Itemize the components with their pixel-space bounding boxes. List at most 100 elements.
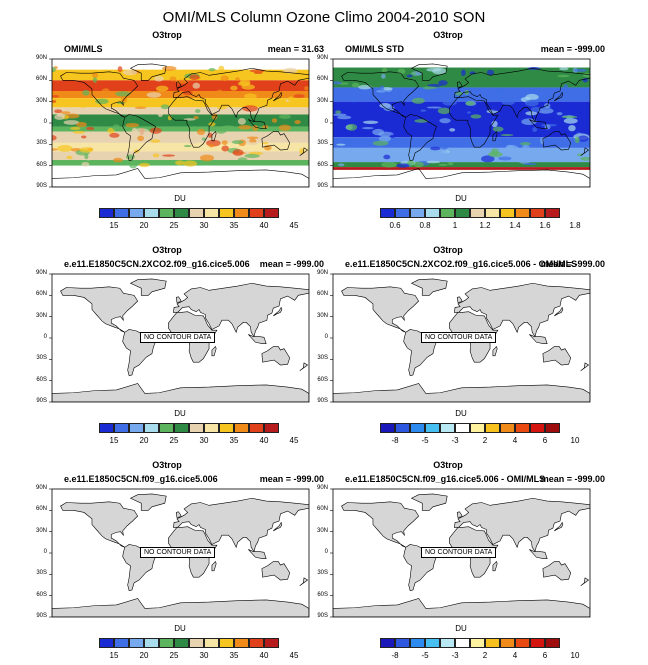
ozone-patch [215, 127, 227, 134]
panel-mean-label: mean = -999.00 [540, 474, 605, 484]
ozone-band [52, 98, 309, 108]
colorbar-box [440, 638, 455, 648]
coastline-indonesia [248, 119, 267, 129]
ozone-patch [470, 114, 482, 119]
ozone-patch [52, 135, 57, 141]
map-canvas [330, 488, 591, 618]
ozone-patch [379, 85, 385, 91]
coastline-nz [580, 147, 590, 156]
colorbar [99, 423, 279, 433]
colorbar-tick-label: 45 [289, 221, 299, 230]
ozone-patch [230, 85, 238, 91]
lat-label: 30N [316, 527, 328, 534]
ozone-patch [163, 81, 173, 86]
coastline-antarctica [333, 168, 590, 187]
ozone-patch [246, 136, 259, 139]
ozone-patch [175, 79, 189, 84]
colorbar-tick-label: 0.8 [419, 221, 431, 230]
ozone-patch [237, 157, 248, 163]
ozone-patch [208, 143, 215, 148]
coastline-north-america [341, 286, 420, 333]
lat-label: 30S [36, 355, 47, 362]
ozone-patch [189, 74, 200, 81]
ozone-patch [449, 128, 456, 132]
colorbar-tick-label: 0.6 [389, 221, 401, 230]
ozone-patch [440, 143, 449, 150]
lat-label: 60S [36, 161, 47, 168]
ozone-patch [414, 119, 429, 123]
ozone-patch [175, 160, 185, 166]
ozone-patch [540, 129, 553, 132]
ozone-patch [221, 145, 229, 152]
panel-left-label: OMI/MLS STD [345, 44, 404, 54]
colorbar-box [129, 638, 144, 648]
colorbar-box [380, 423, 395, 433]
coastline-indonesia [529, 334, 548, 344]
lat-label: 90S [36, 398, 47, 404]
ozone-patch [101, 88, 110, 94]
ozone-patch [411, 97, 425, 104]
coastline-madagascar [492, 560, 498, 572]
colorbar-box [189, 208, 204, 218]
ozone-patch [490, 106, 505, 112]
coastline-africa [449, 96, 499, 148]
lat-label: 30S [36, 570, 47, 577]
ozone-patch [249, 69, 265, 73]
lat-label: 90S [36, 183, 47, 189]
colorbar-tick-label: -8 [391, 436, 399, 445]
ozone-patch [82, 89, 90, 96]
coastline-madagascar [211, 345, 217, 357]
ozone-band [52, 69, 309, 81]
ozone-patch [216, 106, 227, 110]
colorbar-box [234, 638, 249, 648]
coastline-north-america [341, 501, 420, 548]
colorbar-tick-label: 1.8 [569, 221, 581, 230]
ozone-patch [469, 88, 480, 91]
lat-label: 30N [35, 527, 47, 534]
ozone-patch [221, 140, 228, 145]
colorbar-box [99, 208, 114, 218]
colorbar-box [425, 208, 440, 218]
lat-label: 90S [36, 613, 47, 619]
coastline-europe-asia [454, 67, 590, 123]
units-label: DU [455, 624, 467, 633]
ozone-patch [278, 124, 291, 131]
ozone-patch [447, 161, 454, 166]
ozone-patch [122, 69, 138, 76]
ozone-patch [437, 107, 451, 115]
ozone-patch [243, 93, 257, 99]
coastline-antarctica [52, 168, 309, 187]
ozone-patch [160, 72, 175, 78]
ozone-patch [346, 123, 358, 131]
coastline-japan [273, 521, 283, 532]
map-canvas [330, 58, 591, 188]
ozone-patch [112, 124, 121, 131]
ozone-patch [397, 68, 406, 75]
ozone-patch [246, 142, 259, 146]
ozone-patch [492, 126, 504, 132]
ozone-patch [115, 91, 131, 97]
colorbar-tick-label: 30 [199, 221, 209, 230]
ozone-patch [413, 161, 424, 168]
colorbar-box [470, 208, 485, 218]
colorbar-box [530, 423, 545, 433]
ozone-patch [193, 115, 199, 120]
ozone-patch [427, 110, 435, 113]
colorbar-tick-label: 30 [199, 651, 209, 660]
ozone-band [333, 137, 590, 148]
coastline-nz [299, 362, 309, 371]
lat-label: 60N [35, 291, 47, 298]
ozone-patch [137, 135, 145, 142]
colorbar-box [99, 423, 114, 433]
ozone-patch [408, 156, 423, 160]
ozone-patch [79, 103, 87, 108]
ozone-patch [72, 130, 86, 134]
ozone-patch [161, 154, 176, 157]
ozone-patch [52, 148, 58, 151]
ozone-patch [149, 127, 162, 134]
panel-title: O3trop [433, 30, 463, 40]
colorbar-tick-label: 20 [139, 436, 149, 445]
units-label: DU [455, 409, 467, 418]
ozone-patch [70, 126, 81, 130]
colorbar-box [425, 423, 440, 433]
